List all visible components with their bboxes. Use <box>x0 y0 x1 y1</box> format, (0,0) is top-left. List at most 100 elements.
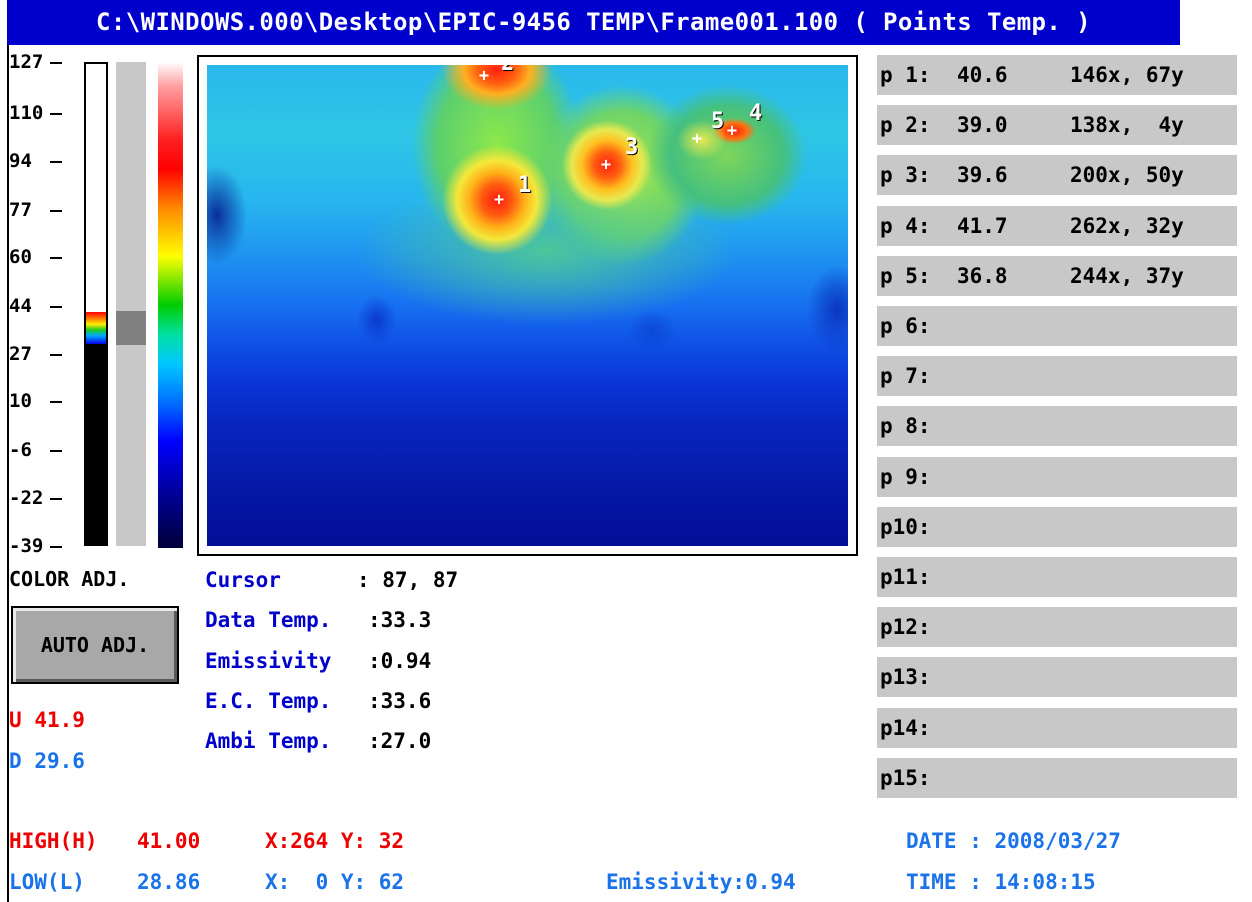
point-row[interactable] <box>877 557 1237 597</box>
point-row-temp: 41.7 <box>957 214 1008 238</box>
scale-tick: 127 <box>9 51 44 73</box>
range-slider-track[interactable] <box>116 62 146 546</box>
low-temp-label: LOW(L) <box>9 870 85 894</box>
point-row-label: p 3: <box>880 163 931 187</box>
range-slider-handle[interactable] <box>116 311 146 345</box>
point-row-label: p12: <box>880 615 931 639</box>
left-border <box>7 45 9 902</box>
cursor-label: Cursor <box>205 568 281 592</box>
range-bar-color-band <box>86 312 106 344</box>
lower-limit-value: 29.6 <box>34 749 85 773</box>
point-label: 1 <box>518 173 532 198</box>
tick-mark <box>50 354 62 356</box>
crosshair-icon: + <box>726 121 738 141</box>
tick-mark <box>50 546 62 548</box>
scale-tick: -6 <box>9 439 32 461</box>
window-title: C:\WINDOWS.000\Desktop\EPIC-9456 TEMP\Fr… <box>7 0 1180 45</box>
tick-mark <box>50 210 62 212</box>
point-row-coord: 200x, 50y <box>1070 163 1184 187</box>
color-palette-bar <box>158 62 183 548</box>
tick-mark <box>50 257 62 259</box>
point-row[interactable] <box>877 356 1237 396</box>
point-row[interactable] <box>877 758 1237 798</box>
point-label: 3 <box>625 135 639 160</box>
lower-limit-label: D <box>9 749 22 773</box>
point-row-coord: 138x, 4y <box>1070 113 1184 137</box>
point-row-coord: 262x, 32y <box>1070 214 1184 238</box>
time-display: TIME : 14:08:15 <box>906 870 1096 894</box>
emissivity-value: :0.94 <box>368 649 432 673</box>
low-temp-value: 28.86 <box>137 870 201 894</box>
point-row-label: p10: <box>880 515 931 539</box>
emissivity-status: Emissivity:0.94 <box>606 870 796 894</box>
point-row-label: p11: <box>880 565 931 589</box>
point-row-label: p 6: <box>880 314 931 338</box>
point-row-label: p15: <box>880 766 931 790</box>
upper-limit: U 41.9 <box>9 707 85 733</box>
point-label: 4 <box>749 101 763 126</box>
data-temp-value: :33.3 <box>368 608 432 632</box>
point-row[interactable] <box>877 406 1237 446</box>
point-row[interactable] <box>877 256 1237 296</box>
emissivity-label: Emissivity <box>205 649 332 673</box>
scale-tick: -22 <box>9 487 44 509</box>
scale-tick: 77 <box>9 199 32 221</box>
point-row[interactable] <box>877 306 1237 346</box>
scale-tick: 27 <box>9 343 32 365</box>
tick-mark <box>50 498 62 500</box>
scale-tick: 44 <box>9 295 32 317</box>
point-row[interactable] <box>877 206 1237 246</box>
low-temp-position: X: 0 Y: 62 <box>265 870 405 894</box>
point-row-label: p 5: <box>880 264 931 288</box>
point-row-temp: 36.8 <box>957 264 1008 288</box>
high-temp-position: X:264 Y: 32 <box>265 829 405 853</box>
crosshair-icon: + <box>478 66 490 86</box>
data-temp-label: Data Temp. <box>205 608 332 632</box>
crosshair-icon: + <box>493 190 505 210</box>
date-display: DATE : 2008/03/27 <box>906 829 1121 853</box>
point-row[interactable] <box>877 105 1237 145</box>
cursor-value: : 87, 87 <box>357 568 459 592</box>
point-row[interactable] <box>877 607 1237 647</box>
point-label: 2 <box>501 65 514 75</box>
scale-tick: -39 <box>9 535 44 557</box>
point-row[interactable] <box>877 657 1237 697</box>
range-bar-fill <box>86 343 106 545</box>
point-row[interactable] <box>877 55 1237 95</box>
point-label: 5 <box>711 109 725 134</box>
point-row-temp: 40.6 <box>957 63 1008 87</box>
scale-tick: 110 <box>9 102 44 124</box>
point-row-temp: 39.6 <box>957 163 1008 187</box>
point-row-label: p14: <box>880 716 931 740</box>
point-row[interactable] <box>877 457 1237 497</box>
crosshair-icon: + <box>691 129 703 149</box>
scale-tick: 10 <box>9 390 32 412</box>
point-row-label: p13: <box>880 665 931 689</box>
scale-tick: 60 <box>9 246 32 268</box>
point-row-label: p 8: <box>880 414 931 438</box>
tick-mark <box>50 62 62 64</box>
point-row[interactable] <box>877 507 1237 547</box>
upper-limit-label: U <box>9 708 22 732</box>
point-row[interactable] <box>877 708 1237 748</box>
point-row-label: p 4: <box>880 214 931 238</box>
high-temp-value: 41.00 <box>137 829 201 853</box>
ambi-temp-value: :27.0 <box>368 729 432 753</box>
color-adj-label: COLOR ADJ. <box>9 567 130 591</box>
point-row-coord: 244x, 37y <box>1070 264 1184 288</box>
tick-mark <box>50 161 62 163</box>
lower-limit: D 29.6 <box>9 748 85 774</box>
point-row-label: p 7: <box>880 364 931 388</box>
tick-mark <box>50 401 62 403</box>
upper-limit-value: 41.9 <box>34 708 85 732</box>
tick-mark <box>50 450 62 452</box>
point-row-label: p 2: <box>880 113 931 137</box>
point-row[interactable] <box>877 155 1237 195</box>
auto-adj-button[interactable]: AUTO ADJ. <box>11 606 179 684</box>
thermal-image[interactable]: + 1 + 2 + 3 + 4 + 5 <box>207 65 848 546</box>
crosshair-icon: + <box>600 155 612 175</box>
point-row-temp: 39.0 <box>957 113 1008 137</box>
point-row-label: p 9: <box>880 465 931 489</box>
tick-mark <box>50 113 62 115</box>
ec-temp-value: :33.6 <box>368 689 432 713</box>
